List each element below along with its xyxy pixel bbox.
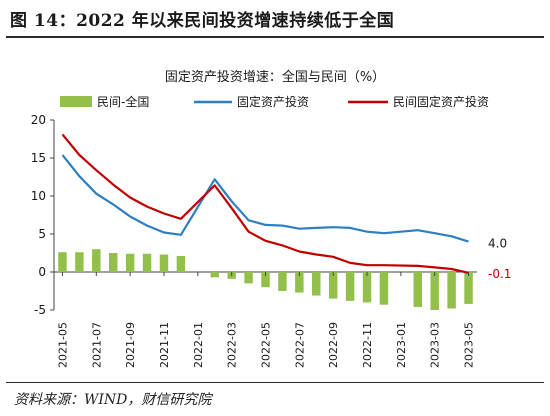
bar-private-minus-total <box>312 272 321 296</box>
y-tick-label: 5 <box>38 227 46 241</box>
bar-private-minus-total <box>413 272 423 307</box>
x-tick-label: 2023-01 <box>395 322 408 368</box>
bar-private-minus-total <box>176 256 186 272</box>
bar-private-minus-total <box>108 253 118 272</box>
y-tick-label: 10 <box>31 189 46 203</box>
bar-private-minus-total <box>464 272 473 304</box>
x-tick-label: 2023-03 <box>429 322 442 368</box>
line-total-fai <box>61 154 469 243</box>
y-tick-label: 15 <box>31 151 46 165</box>
bar-private-minus-total <box>75 252 84 272</box>
line-private-fai <box>61 133 469 274</box>
x-tick-label: 2022-07 <box>293 322 306 368</box>
end-label-total: 4.0 <box>488 237 507 251</box>
bar-private-minus-total <box>244 272 253 284</box>
figure-title: 图 14：2022 年以来民间投资增速持续低于全国 <box>10 11 395 31</box>
end-label-private: -0.1 <box>488 267 511 281</box>
chart-title: 固定资产投资增速：全国与民间（%） <box>164 70 386 85</box>
bar-private-minus-total <box>430 272 439 310</box>
x-tick-label: 2021-09 <box>124 322 137 368</box>
bottom-rule <box>6 382 544 383</box>
y-tick-label: 0 <box>38 265 46 279</box>
x-tick-label: 2022-01 <box>192 322 205 368</box>
bar-private-minus-total <box>295 272 304 293</box>
legend-swatch-bar <box>60 96 92 107</box>
x-tick-label: 2023-05 <box>463 322 476 368</box>
bar-private-minus-total <box>261 272 270 288</box>
y-tick-label: -5 <box>34 303 46 317</box>
figure-source: 资料来源：WIND，财信研究院 <box>14 392 212 408</box>
legend-label-private: 民间固定资产投资 <box>393 94 489 109</box>
x-tick-label: 2022-05 <box>260 322 273 368</box>
bar-private-minus-total <box>345 272 355 301</box>
bar-private-minus-total <box>142 253 152 272</box>
chart-area: 民间-全国 固定资产投资 民间固定资产投资 20 15 10 5 0 -5 4.0 -0.1 2021… <box>31 94 512 368</box>
bar-private-minus-total <box>92 249 101 272</box>
legend-label-bar: 民间-全国 <box>97 94 149 109</box>
top-rule <box>6 36 544 38</box>
x-tick-label: 2021-11 <box>158 322 171 368</box>
bar-private-minus-total <box>210 272 219 278</box>
legend-label-total: 固定资产投资 <box>237 94 309 109</box>
bar-private-minus-total <box>328 272 338 299</box>
bar-private-minus-total <box>159 254 169 272</box>
y-tick-label: 20 <box>31 113 46 127</box>
x-tick-label: 2022-03 <box>226 322 239 368</box>
x-tick-label: 2022-09 <box>327 322 340 368</box>
x-tick-label: 2021-07 <box>90 322 103 368</box>
bar-private-minus-total <box>58 252 67 272</box>
bar-private-minus-total <box>125 253 135 272</box>
bar-private-minus-total <box>379 272 389 305</box>
figure-header: 图 14：2022 年以来民间投资增速持续低于全国 <box>0 0 550 36</box>
x-tick-label: 2022-11 <box>361 322 374 368</box>
bar-private-minus-total <box>447 272 456 309</box>
x-tick-label: 2021-05 <box>56 322 69 368</box>
bar-private-minus-total <box>362 272 372 303</box>
bar-private-minus-total <box>278 272 287 291</box>
